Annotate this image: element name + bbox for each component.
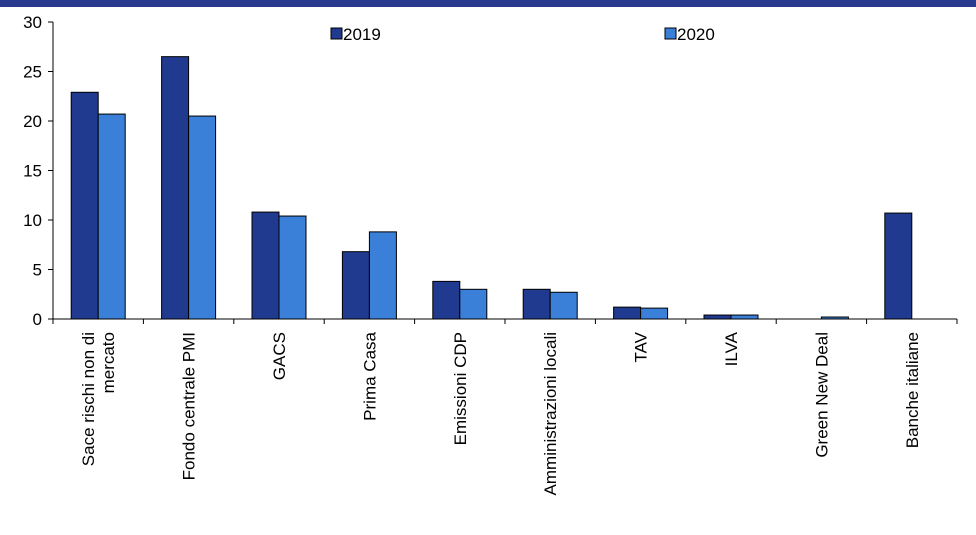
y-tick-label: 25 [23,63,42,82]
y-tick-label: 10 [23,211,42,230]
x-tick-label: TAV [632,331,651,362]
x-tick-label: Prima Casa [360,331,379,420]
y-tick-label: 30 [23,13,42,32]
bar-2020 [189,116,216,319]
bar-2020 [98,114,125,319]
x-axis: Sace rischi non dimercato Fondo centrale … [53,319,957,495]
bar-2019 [342,252,369,319]
y-axis: 0 5 10 15 20 25 30 [23,13,53,329]
bar-2019 [433,281,460,319]
bar-2019 [614,307,641,319]
bar-2020 [550,292,577,319]
bar-2020 [731,315,758,319]
x-tick-label: GACS [270,332,289,380]
bar-2019 [162,57,189,319]
x-tick-label: Emissioni CDP [451,332,470,445]
y-tick-label: 5 [33,261,42,280]
bar-2020 [460,289,487,319]
bar-2020 [369,232,396,319]
bar-2019 [71,92,98,319]
bar-2020 [641,308,668,319]
legend-label: 2019 [343,25,381,44]
bar-2019 [252,212,279,319]
legend-swatch [665,28,676,39]
bar-2019 [704,315,731,319]
y-tick-label: 20 [23,112,42,131]
y-tick-label: 0 [33,310,42,329]
x-tick-label: Amministrazioni locali [541,332,560,495]
legend-label: 2020 [677,25,715,44]
bar-2019 [523,289,550,319]
legend-swatch [331,28,342,39]
bar-2019 [885,213,912,319]
x-tick-label: Sace rischi non dimercato [79,332,118,466]
x-tick-label: Green New Deal [812,332,831,458]
bars [71,57,912,319]
bar-2020 [821,317,848,319]
x-tick-label: ILVA [722,331,741,366]
legend: 2019 2020 [331,25,715,44]
bar-2020 [279,216,306,319]
y-tick-label: 15 [23,162,42,181]
x-tick-label: Fondo centrale PMI [180,332,199,480]
x-tick-label: Banche italiane [903,332,922,448]
